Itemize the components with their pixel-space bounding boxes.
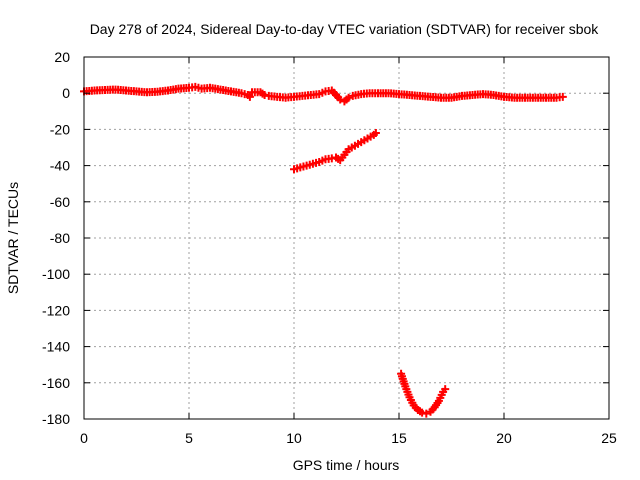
data-point — [245, 92, 254, 101]
x-tick-label: 10 — [286, 430, 302, 446]
y-tick-label: -60 — [50, 194, 70, 210]
data-point — [441, 385, 450, 394]
grid-lines — [84, 57, 609, 419]
chart-title: Day 278 of 2024, Sidereal Day-to-day VTE… — [90, 21, 600, 37]
y-tick-label: -20 — [50, 121, 70, 137]
x-tick-label: 0 — [80, 430, 88, 446]
series-1 — [80, 82, 567, 106]
data-point — [558, 92, 567, 101]
data-point — [371, 129, 380, 138]
x-tick-label: 25 — [601, 430, 617, 446]
x-tick-label: 20 — [496, 430, 512, 446]
y-tick-label: -120 — [42, 302, 70, 318]
data-point — [422, 409, 431, 418]
y-tick-label: -40 — [50, 158, 70, 174]
y-tick-label: -140 — [42, 339, 70, 355]
y-tick-label: -180 — [42, 411, 70, 427]
y-tick-label: -160 — [42, 375, 70, 391]
y-tick-label: 0 — [62, 85, 70, 101]
y-tick-label: -100 — [42, 266, 70, 282]
x-tick-labels: 0 5 10 15 20 25 — [80, 430, 617, 446]
axis-ticks — [83, 56, 610, 420]
data-point — [344, 93, 353, 102]
y-tick-label: -80 — [50, 230, 70, 246]
series-3 — [397, 369, 450, 418]
data-points — [80, 82, 567, 418]
x-tick-label: 15 — [391, 430, 407, 446]
y-tick-label: 20 — [54, 49, 70, 65]
x-axis-label: GPS time / hours — [293, 457, 400, 473]
y-axis-label: SDTVAR / TECUs — [5, 182, 21, 294]
x-tick-label: 5 — [185, 430, 193, 446]
series-2 — [290, 129, 380, 174]
y-tick-labels: 20 0 -20 -40 -60 -80 -100 -120 -140 -160 -180 — [42, 49, 70, 427]
